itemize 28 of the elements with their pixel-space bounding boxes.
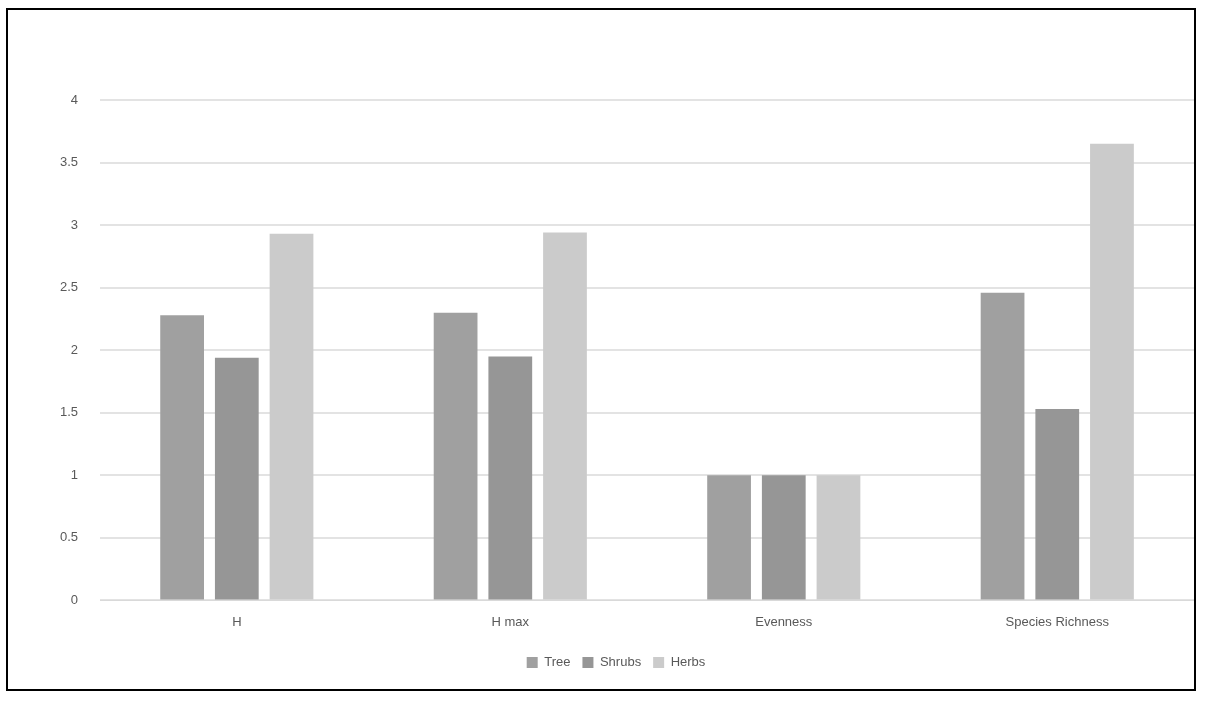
bar (980, 292, 1025, 600)
x-tick-label: Species Richness (1005, 613, 1110, 629)
x-tick-label: H max (491, 613, 530, 629)
y-tick-label: 1 (70, 466, 79, 482)
bar (488, 356, 533, 600)
y-tick-label: 0 (70, 591, 79, 607)
bar (433, 312, 478, 600)
bar (1090, 143, 1134, 600)
x-tick-label: Evenness (755, 613, 813, 629)
bar (761, 475, 806, 600)
y-tick-label: 3 (70, 216, 79, 232)
bar (1035, 409, 1080, 600)
legend-label: Shrubs (599, 654, 642, 670)
x-tick-label: H (232, 613, 242, 629)
bar (543, 232, 587, 600)
y-tick-label: 4 (70, 91, 79, 107)
bar (160, 315, 204, 600)
legend-label: Tree (544, 654, 571, 670)
y-tick-label: 2.5 (59, 279, 79, 295)
bar (214, 357, 259, 600)
y-tick-label: 0.5 (59, 529, 79, 545)
y-tick-label: 3.5 (59, 154, 79, 170)
legend-label: Herbs (670, 654, 706, 670)
y-tick-label: 1.5 (59, 404, 79, 420)
bar (269, 233, 314, 600)
bar (707, 475, 751, 600)
bar (816, 475, 861, 600)
y-tick-label: 2 (70, 341, 79, 357)
